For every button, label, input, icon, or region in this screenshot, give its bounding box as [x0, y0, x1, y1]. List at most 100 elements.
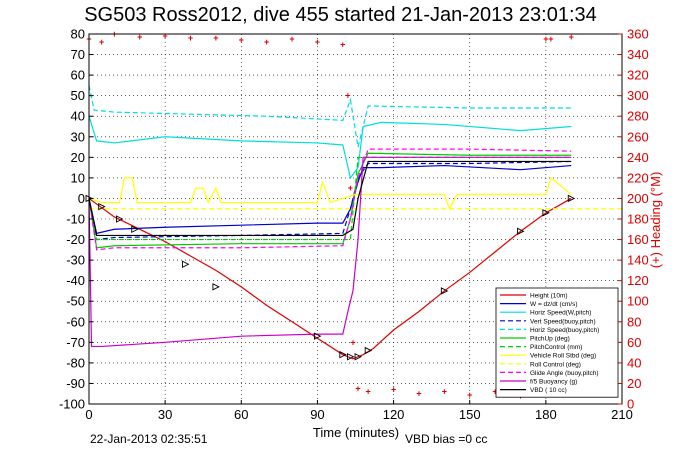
legend-label: W = dz/dt (cm/s)	[530, 301, 578, 308]
y-tick-label-left: -90	[66, 376, 85, 391]
heading-point: +	[340, 39, 345, 49]
vbd-markers	[85, 194, 576, 361]
y-tick-label-left: -70	[66, 335, 85, 350]
heading-point: +	[391, 385, 396, 395]
series-line-11	[88, 160, 572, 237]
y-tick-label-left: -10	[66, 212, 85, 227]
y-tick-label-left: -20	[66, 232, 85, 247]
vbd-marker	[313, 332, 322, 340]
y-tick-label-right: 360	[627, 27, 649, 42]
x-tick-label: 120	[383, 407, 405, 422]
x-tick-label: 60	[234, 407, 248, 422]
y-tick-label-left: -40	[66, 273, 85, 288]
series-line-0	[88, 197, 572, 360]
heading-point: +	[264, 37, 269, 47]
legend-label: Glide Angle (buoy,pitch)	[530, 370, 599, 377]
heading-point: +	[289, 34, 294, 44]
legend-label: Vehicle Roll Stbd (deg)	[530, 353, 596, 360]
legend-label: Horiz Speed(W,pitch)	[530, 310, 591, 317]
heading-point: +	[350, 337, 355, 347]
y-tick-label-left: 30	[71, 129, 85, 144]
y-tick-label-right: 140	[627, 253, 649, 268]
heading-point: +	[213, 33, 218, 43]
chart-title: SG503 Ross2012, dive 455 started 21-Jan-…	[84, 4, 597, 26]
y-tick-label-right: 180	[627, 212, 649, 227]
heading-point: +	[416, 389, 421, 399]
y-tick-label-right: 80	[627, 314, 641, 329]
y-tick-label-right: 200	[627, 191, 649, 206]
series-line-10	[88, 156, 572, 348]
heading-point: +	[548, 34, 553, 44]
vbd-marker	[440, 287, 449, 295]
y-tick-label-right: 0	[627, 397, 634, 412]
legend-label: PitchUp (deg)	[530, 336, 570, 343]
y-tick-label-right: 260	[627, 129, 649, 144]
y-tick-label-left: 10	[71, 170, 85, 185]
heading-point: +	[442, 387, 447, 397]
y-tick-label-right: 160	[627, 232, 649, 247]
y-tick-label-left: -80	[66, 355, 85, 370]
legend-label: PitchControl (mm)	[530, 344, 582, 351]
legend-label: VBD ( 10 cc)	[530, 387, 567, 394]
heading-point: +	[355, 384, 360, 394]
y-tick-label-right: 220	[627, 170, 649, 185]
series-line-9	[88, 148, 572, 251]
heading-point: +	[315, 37, 320, 47]
y-tick-label-right: 320	[627, 68, 649, 83]
x-ticks: 0 30 60 90 120 150 180 210	[85, 400, 633, 422]
y-tick-label-right: 40	[627, 355, 641, 370]
heading-point: +	[467, 390, 472, 400]
y-tick-label-left: 20	[71, 150, 85, 165]
y-tick-label-left: -60	[66, 314, 85, 329]
vbd-marker	[542, 209, 550, 217]
footer-vbd-bias: VBD bias =0 cc	[405, 432, 488, 446]
heading-point: +	[188, 33, 193, 43]
heading-point: +	[543, 34, 548, 44]
y-tick-label-left: 50	[71, 88, 85, 103]
vbd-marker	[212, 283, 220, 291]
y-tick-label-left: 0	[78, 191, 85, 206]
y-tick-label-right: 60	[627, 335, 641, 350]
heading-point: +	[366, 387, 371, 397]
y-tick-label-left: -50	[66, 294, 85, 309]
y-tick-label-left: 80	[71, 27, 85, 42]
series-layer: +++++++++++++++++++++++++++	[86, 29, 622, 401]
heading-point: +	[492, 387, 497, 397]
vbd-marker	[364, 346, 373, 355]
heading-point: +	[137, 32, 142, 42]
vbd-marker	[131, 225, 139, 234]
heading-point: +	[99, 37, 104, 47]
y-ticks-left: -100-90-80-70-60-50-40-30-20-10010203040…	[59, 27, 93, 412]
series-line-2	[88, 116, 572, 180]
x-tick-label: 150	[459, 407, 481, 422]
heading-point: +	[569, 32, 574, 42]
series-line-7	[88, 176, 572, 211]
x-tick-label: 210	[611, 407, 633, 422]
x-tick-label: 0	[85, 407, 92, 422]
heading-point: +	[163, 31, 168, 41]
y-tick-label-left: -100	[59, 397, 85, 412]
heading-point: +	[239, 35, 244, 45]
vbd-marker	[517, 227, 525, 236]
series-line-1	[88, 164, 572, 235]
y-tick-label-right: 340	[627, 47, 649, 62]
y-tick-label-right: 280	[627, 109, 649, 124]
vbd-marker	[346, 352, 355, 361]
vbd-marker	[354, 352, 363, 361]
heading-point: +	[348, 183, 353, 193]
y-ticks-right: 0 20 40 60 80 100 120 140 160 180 200 220 240 260 280 3…	[618, 27, 649, 412]
vbd-marker	[181, 260, 190, 268]
y-tick-label-left: -30	[66, 253, 85, 268]
legend-label: Horiz Speed(buoy,pitch)	[530, 327, 599, 334]
heading-point: +	[345, 91, 350, 101]
x-tick-label: 30	[158, 407, 172, 422]
series-line-4	[88, 85, 572, 148]
legend-label: Vert Speed(buoy,pitch)	[530, 318, 596, 325]
series-line-3	[88, 160, 572, 241]
vbd-marker	[339, 350, 347, 359]
x-axis-label: Time (minutes)	[313, 425, 399, 440]
y-tick-label-left: 70	[71, 47, 85, 62]
y-tick-label-right: 300	[627, 88, 649, 103]
legend-label: Height (10m)	[530, 293, 568, 300]
